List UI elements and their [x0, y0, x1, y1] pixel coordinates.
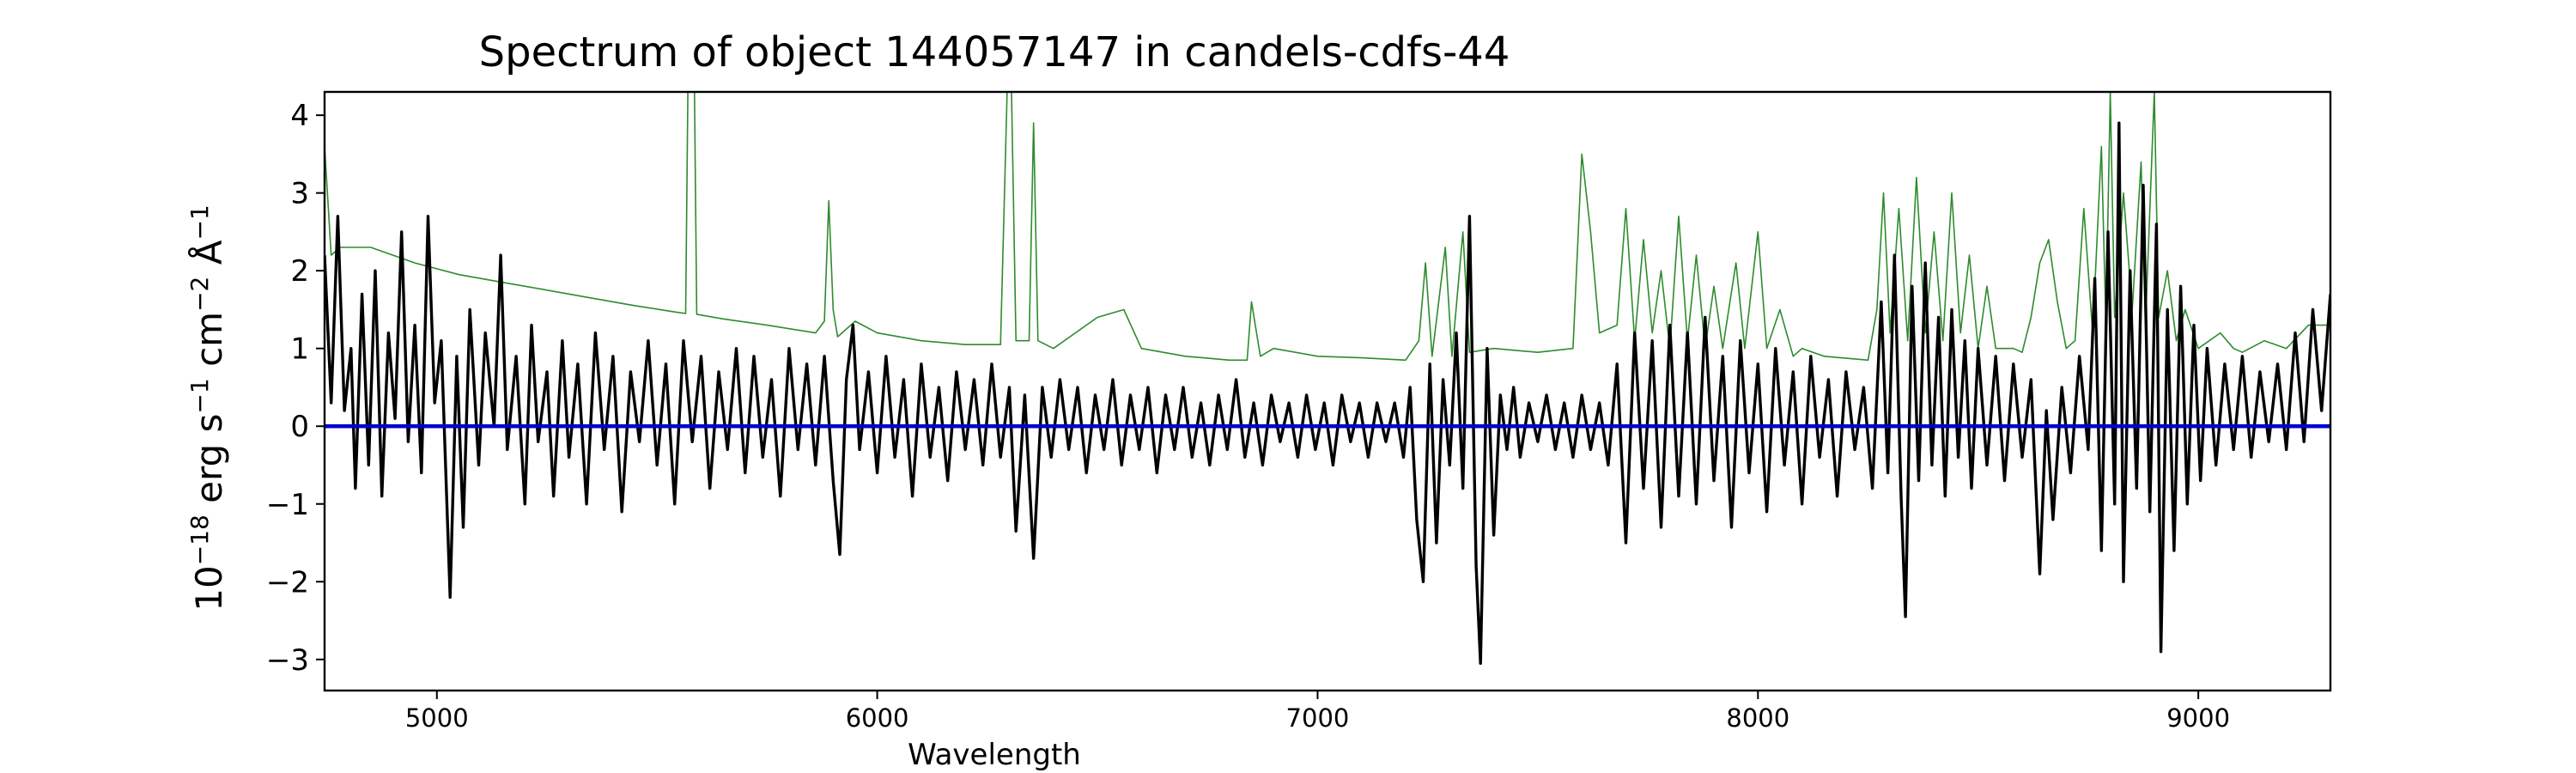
y-label-part: Å: [187, 240, 230, 276]
y-tick-label: 1: [290, 332, 309, 367]
y-tick-label: 0: [290, 410, 309, 444]
chart-title: Spectrum of object 144057147 in candels-…: [479, 28, 1510, 76]
x-tick-label: 5000: [405, 703, 469, 733]
y-tick-label: 3: [290, 177, 309, 211]
y-label-part: cm: [188, 312, 230, 378]
x-tick-label: 9000: [2166, 703, 2230, 733]
y-label-sup: −2: [185, 277, 214, 312]
y-tick-label: 2: [290, 254, 309, 289]
y-axis-label: 10−18 erg s−1 cm−2 Å−1: [185, 204, 230, 611]
y-tick-label: −2: [266, 565, 309, 600]
model-spectrum-line: [325, 92, 2330, 362]
y-tick-label: −3: [266, 643, 309, 678]
y-label-sup: −18: [185, 514, 214, 565]
y-tick-label: 4: [290, 99, 309, 133]
y-label-part: 10: [188, 565, 230, 611]
observed-spectrum-line: [325, 121, 2330, 665]
x-tick-label: 7000: [1286, 703, 1350, 733]
plot-frame: [323, 90, 2332, 692]
y-tick-label: −1: [266, 488, 309, 522]
y-label-sup: −1: [185, 378, 214, 413]
y-label-sup: −1: [185, 204, 214, 240]
x-tick-label: 8000: [1726, 703, 1789, 733]
x-tick-label: 6000: [846, 703, 909, 733]
x-axis-label: Wavelength: [908, 738, 1081, 772]
y-label-part: erg s: [188, 414, 230, 515]
